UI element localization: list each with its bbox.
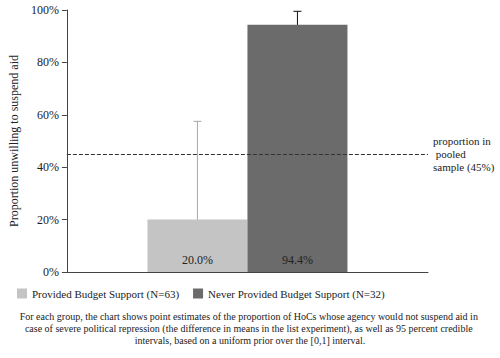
svg-text:94.4%: 94.4% bbox=[282, 253, 313, 267]
svg-text:60%: 60% bbox=[37, 108, 59, 122]
svg-text:pooled: pooled bbox=[433, 148, 468, 160]
svg-text:Provided Budget Support (N=63): Provided Budget Support (N=63) bbox=[32, 288, 179, 301]
svg-text:40%: 40% bbox=[37, 160, 59, 174]
svg-text:20%: 20% bbox=[37, 213, 59, 227]
svg-text:20.0%: 20.0% bbox=[182, 253, 213, 267]
svg-text:proportion in: proportion in bbox=[433, 135, 491, 147]
svg-text:Proportion unwilling to suspen: Proportion unwilling to suspend aid bbox=[7, 55, 21, 227]
svg-text:Never Provided Budget Support: Never Provided Budget Support (N=32) bbox=[208, 288, 385, 301]
svg-text:case of severe political repre: case of severe political repression (the… bbox=[25, 323, 475, 335]
svg-text:100%: 100% bbox=[31, 3, 59, 17]
svg-text:intervals, based on a uniform: intervals, based on a uniform prior over… bbox=[135, 335, 365, 346]
svg-text:80%: 80% bbox=[37, 55, 59, 69]
svg-text:For each group, the chart show: For each group, the chart shows point es… bbox=[20, 311, 481, 322]
svg-text:sample (45%): sample (45%) bbox=[433, 161, 495, 174]
svg-text:0%: 0% bbox=[43, 265, 59, 279]
